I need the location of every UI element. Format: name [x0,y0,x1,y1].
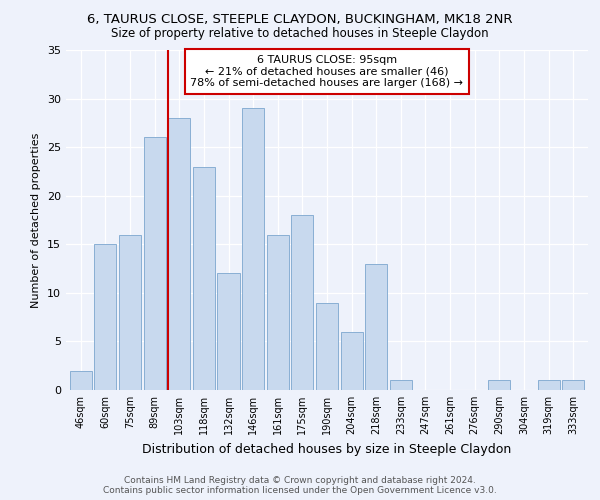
Bar [70,370,92,390]
Bar [168,118,190,390]
Bar [217,274,239,390]
Bar [242,108,264,390]
Text: 6 TAURUS CLOSE: 95sqm
← 21% of detached houses are smaller (46)
78% of semi-deta: 6 TAURUS CLOSE: 95sqm ← 21% of detached … [191,55,464,88]
Bar [193,166,215,390]
Bar [341,332,363,390]
X-axis label: Distribution of detached houses by size in Steeple Claydon: Distribution of detached houses by size … [142,442,512,456]
Bar [488,380,511,390]
Bar [390,380,412,390]
Text: Size of property relative to detached houses in Steeple Claydon: Size of property relative to detached ho… [111,28,489,40]
Bar [266,234,289,390]
Bar [143,138,166,390]
Bar [94,244,116,390]
Text: Contains HM Land Registry data © Crown copyright and database right 2024.: Contains HM Land Registry data © Crown c… [124,476,476,485]
Bar [119,234,141,390]
Text: Contains public sector information licensed under the Open Government Licence v3: Contains public sector information licen… [103,486,497,495]
Bar [538,380,560,390]
Y-axis label: Number of detached properties: Number of detached properties [31,132,41,308]
Text: 6, TAURUS CLOSE, STEEPLE CLAYDON, BUCKINGHAM, MK18 2NR: 6, TAURUS CLOSE, STEEPLE CLAYDON, BUCKIN… [87,12,513,26]
Bar [291,215,313,390]
Bar [562,380,584,390]
Bar [316,302,338,390]
Bar [365,264,388,390]
